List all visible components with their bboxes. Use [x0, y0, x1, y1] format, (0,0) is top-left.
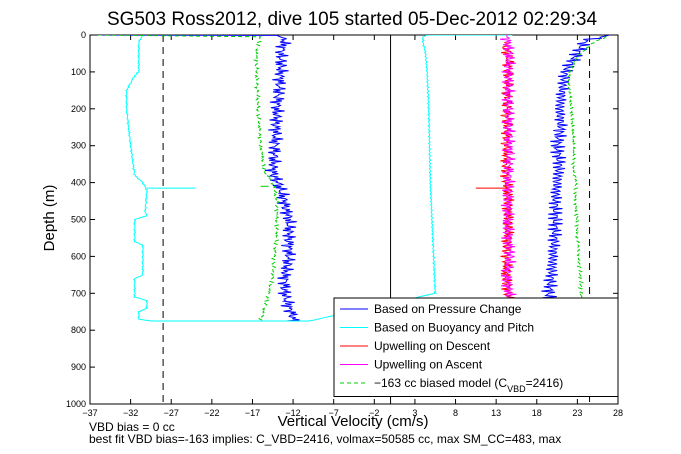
x-tick-label: 23 — [572, 408, 582, 418]
y-tick-label: 800 — [71, 325, 86, 335]
chart-title: SG503 Ross2012, dive 105 started 05-Dec-… — [107, 9, 598, 30]
x-tick-label: 18 — [532, 408, 542, 418]
series-line — [98, 35, 281, 322]
x-tick-label: −37 — [82, 408, 97, 418]
series-line — [98, 35, 300, 322]
series-line — [150, 35, 513, 322]
y-tick-label: 500 — [71, 215, 86, 225]
y-tick-label: 200 — [71, 104, 86, 114]
x-tick-label: −32 — [123, 408, 138, 418]
series-line — [566, 35, 611, 322]
x-tick-label: −12 — [285, 408, 300, 418]
series-line — [499, 35, 518, 322]
x-axis-label: Vertical Velocity (cm/s) — [278, 413, 429, 430]
y-tick-label: 900 — [71, 362, 86, 372]
legend-label: Based on Buoyancy and Pitch — [374, 321, 534, 335]
x-tick-label: −17 — [245, 408, 260, 418]
x-tick-label: 28 — [613, 408, 623, 418]
y-tick-label: 700 — [71, 288, 86, 298]
y-tick-label: 0 — [81, 30, 86, 40]
legend-label-subscript: VBD — [507, 384, 526, 394]
series-line — [541, 35, 611, 322]
x-tick-label: 3 — [412, 408, 417, 418]
series-line — [124, 35, 152, 322]
footer-best-fit: best fit VBD bias=-163 implies: C_VBD=24… — [89, 432, 561, 446]
legend-label: Upwelling on Descent — [374, 339, 491, 353]
y-tick-label: 400 — [71, 178, 86, 188]
legend-label: Based on Pressure Change — [374, 302, 522, 316]
legend: Based on Pressure Change Based on Buoyanc… — [333, 297, 619, 397]
footer-vbd-bias: VBD bias = 0 cc — [89, 420, 175, 434]
x-tick-label: −27 — [164, 408, 179, 418]
x-tick-label: −7 — [329, 408, 339, 418]
y-tick-label: 300 — [71, 141, 86, 151]
series-line — [500, 41, 516, 309]
legend-box — [333, 297, 619, 397]
x-tick-label: −22 — [204, 408, 219, 418]
x-tick-label: −2 — [369, 408, 379, 418]
y-tick-label: 1000 — [66, 399, 86, 409]
y-tick-label: 100 — [71, 67, 86, 77]
legend-label-tail: =2416) — [526, 376, 564, 390]
x-tick-label: 8 — [453, 408, 458, 418]
y-axis-label: Depth (m) — [41, 185, 58, 252]
plot-area: −37 −32 −27 −22 −17 −12 −7 −2 3 8 13 18 23 28 0 100 200 3… — [66, 30, 623, 418]
y-tick-label: 600 — [71, 251, 86, 261]
series-group — [98, 35, 611, 322]
legend-label: Upwelling on Ascent — [374, 358, 483, 372]
x-tick-label: 13 — [491, 408, 501, 418]
